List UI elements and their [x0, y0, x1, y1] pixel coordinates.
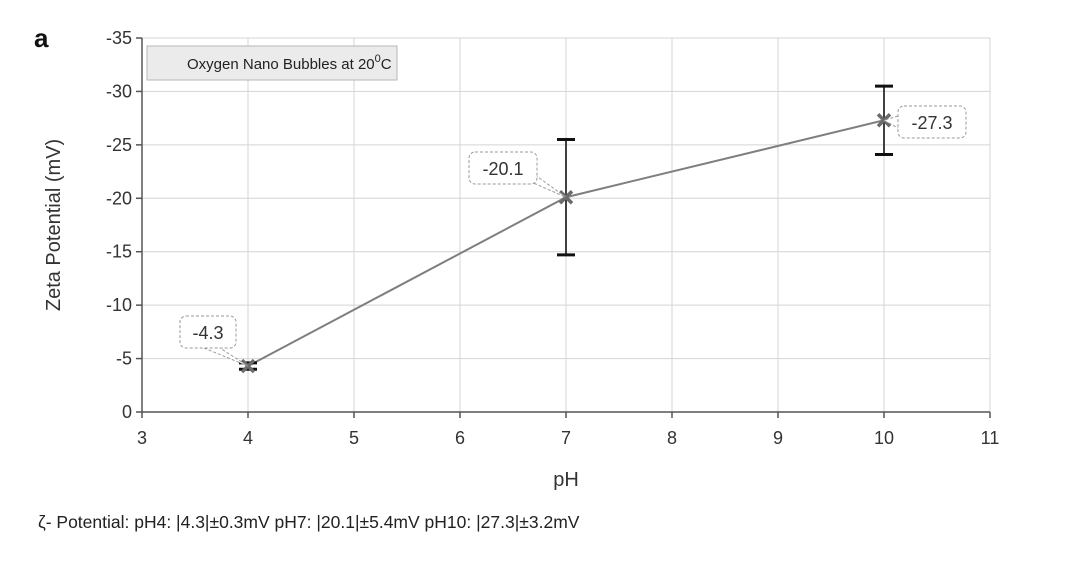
data-label-leader	[203, 347, 249, 367]
x-tick-label: 6	[455, 428, 465, 448]
x-tick-label: 9	[773, 428, 783, 448]
data-label-box	[179, 315, 237, 349]
data-label-text: -4.3	[192, 323, 223, 343]
x-tick-label: 5	[349, 428, 359, 448]
panel-letter: a	[34, 23, 49, 53]
x-tick-label: 10	[874, 428, 894, 448]
footnote: ζ- Potential: pH4: |4.3|±0.3mV pH7: |20.…	[38, 512, 580, 532]
y-tick-label: -20	[106, 188, 132, 208]
legend-background	[146, 45, 398, 81]
data-label: -4.3	[179, 315, 249, 367]
legend-main: Oxygen Nano Bubbles at 20	[187, 56, 375, 73]
y-axis-title: Zeta Potential (mV)	[43, 139, 65, 311]
x-tick-label: 11	[981, 428, 1000, 448]
x-tick-label: 4	[243, 428, 253, 448]
x-tick-label: 7	[561, 428, 571, 448]
data-label-box	[897, 105, 967, 139]
data-point-marker	[558, 189, 574, 205]
y-tick-label: -10	[106, 295, 132, 315]
legend-tail: C	[381, 56, 392, 73]
data-label-text: -20.1	[482, 159, 523, 179]
x-tick-label: 3	[137, 428, 147, 448]
y-tick-label: -5	[116, 349, 132, 369]
data-label-leader	[530, 171, 567, 198]
data-label-group: -4.3 -20.1 -27.3	[179, 105, 967, 367]
y-tick-label: -25	[106, 135, 132, 155]
x-axis-title: pH	[553, 469, 579, 491]
y-tick-label: -30	[106, 81, 132, 101]
data-label: -20.1	[468, 151, 567, 198]
y-tick-label: -15	[106, 242, 132, 262]
data-label-leader	[882, 115, 899, 129]
data-label-box	[468, 151, 538, 185]
legend-superscript: 0	[375, 53, 381, 65]
legend-box: Oxygen Nano Bubbles at 200C	[146, 45, 398, 81]
legend-label: Oxygen Nano Bubbles at 200C	[187, 53, 392, 73]
data-label-text: -27.3	[911, 113, 952, 133]
y-axis-ticks: 0 -5 -10 -15 -20 -25 -30 -35	[106, 28, 142, 422]
y-tick-label: 0	[122, 402, 132, 422]
y-tick-label: -35	[106, 28, 132, 48]
x-tick-label: 8	[667, 428, 677, 448]
x-axis-ticks: 3 4 5 6 7 8 9 10 11	[137, 412, 999, 448]
data-label: -27.3	[882, 105, 967, 139]
